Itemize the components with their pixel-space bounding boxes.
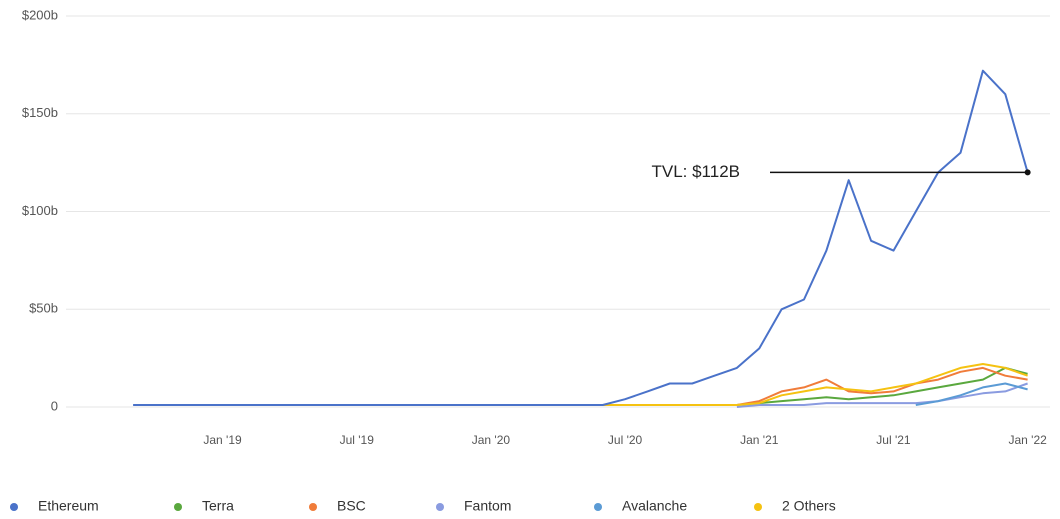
legend-swatch — [174, 503, 182, 511]
series-line — [736, 366, 1028, 406]
legend-swatch — [754, 503, 762, 511]
annotation-dot — [1024, 169, 1031, 176]
x-tick-label: Jan '22 — [1008, 433, 1047, 447]
legend-label: 2 Others — [782, 498, 836, 514]
series-line — [915, 382, 1028, 406]
legend-swatch — [10, 503, 18, 511]
x-tick-label: Jul '19 — [340, 433, 375, 447]
legend-label: Terra — [202, 498, 234, 514]
x-tick-label: Jul '21 — [876, 433, 911, 447]
series-line — [736, 382, 1028, 408]
y-tick-label: 0 — [51, 398, 58, 413]
y-tick-label: $200b — [22, 7, 58, 22]
y-tick-label: $50b — [29, 301, 58, 316]
x-tick-label: Jan '21 — [740, 433, 779, 447]
x-tick-label: Jul '20 — [608, 433, 643, 447]
legend-label: Ethereum — [38, 498, 99, 514]
annotation: TVL: $112B — [651, 162, 740, 181]
series-line — [736, 366, 1028, 406]
legend-swatch — [594, 503, 602, 511]
legend-label: Fantom — [464, 498, 511, 514]
x-tick-label: Jan '20 — [472, 433, 511, 447]
series-line — [602, 363, 1028, 406]
legend-swatch — [309, 503, 317, 511]
legend-swatch — [436, 503, 444, 511]
y-tick-label: $150b — [22, 105, 58, 120]
y-tick-label: $100b — [22, 203, 58, 218]
series-line — [133, 69, 1029, 406]
x-tick-label: Jan '19 — [203, 433, 242, 447]
legend-label: BSC — [337, 498, 366, 514]
legend-label: Avalanche — [622, 498, 687, 514]
